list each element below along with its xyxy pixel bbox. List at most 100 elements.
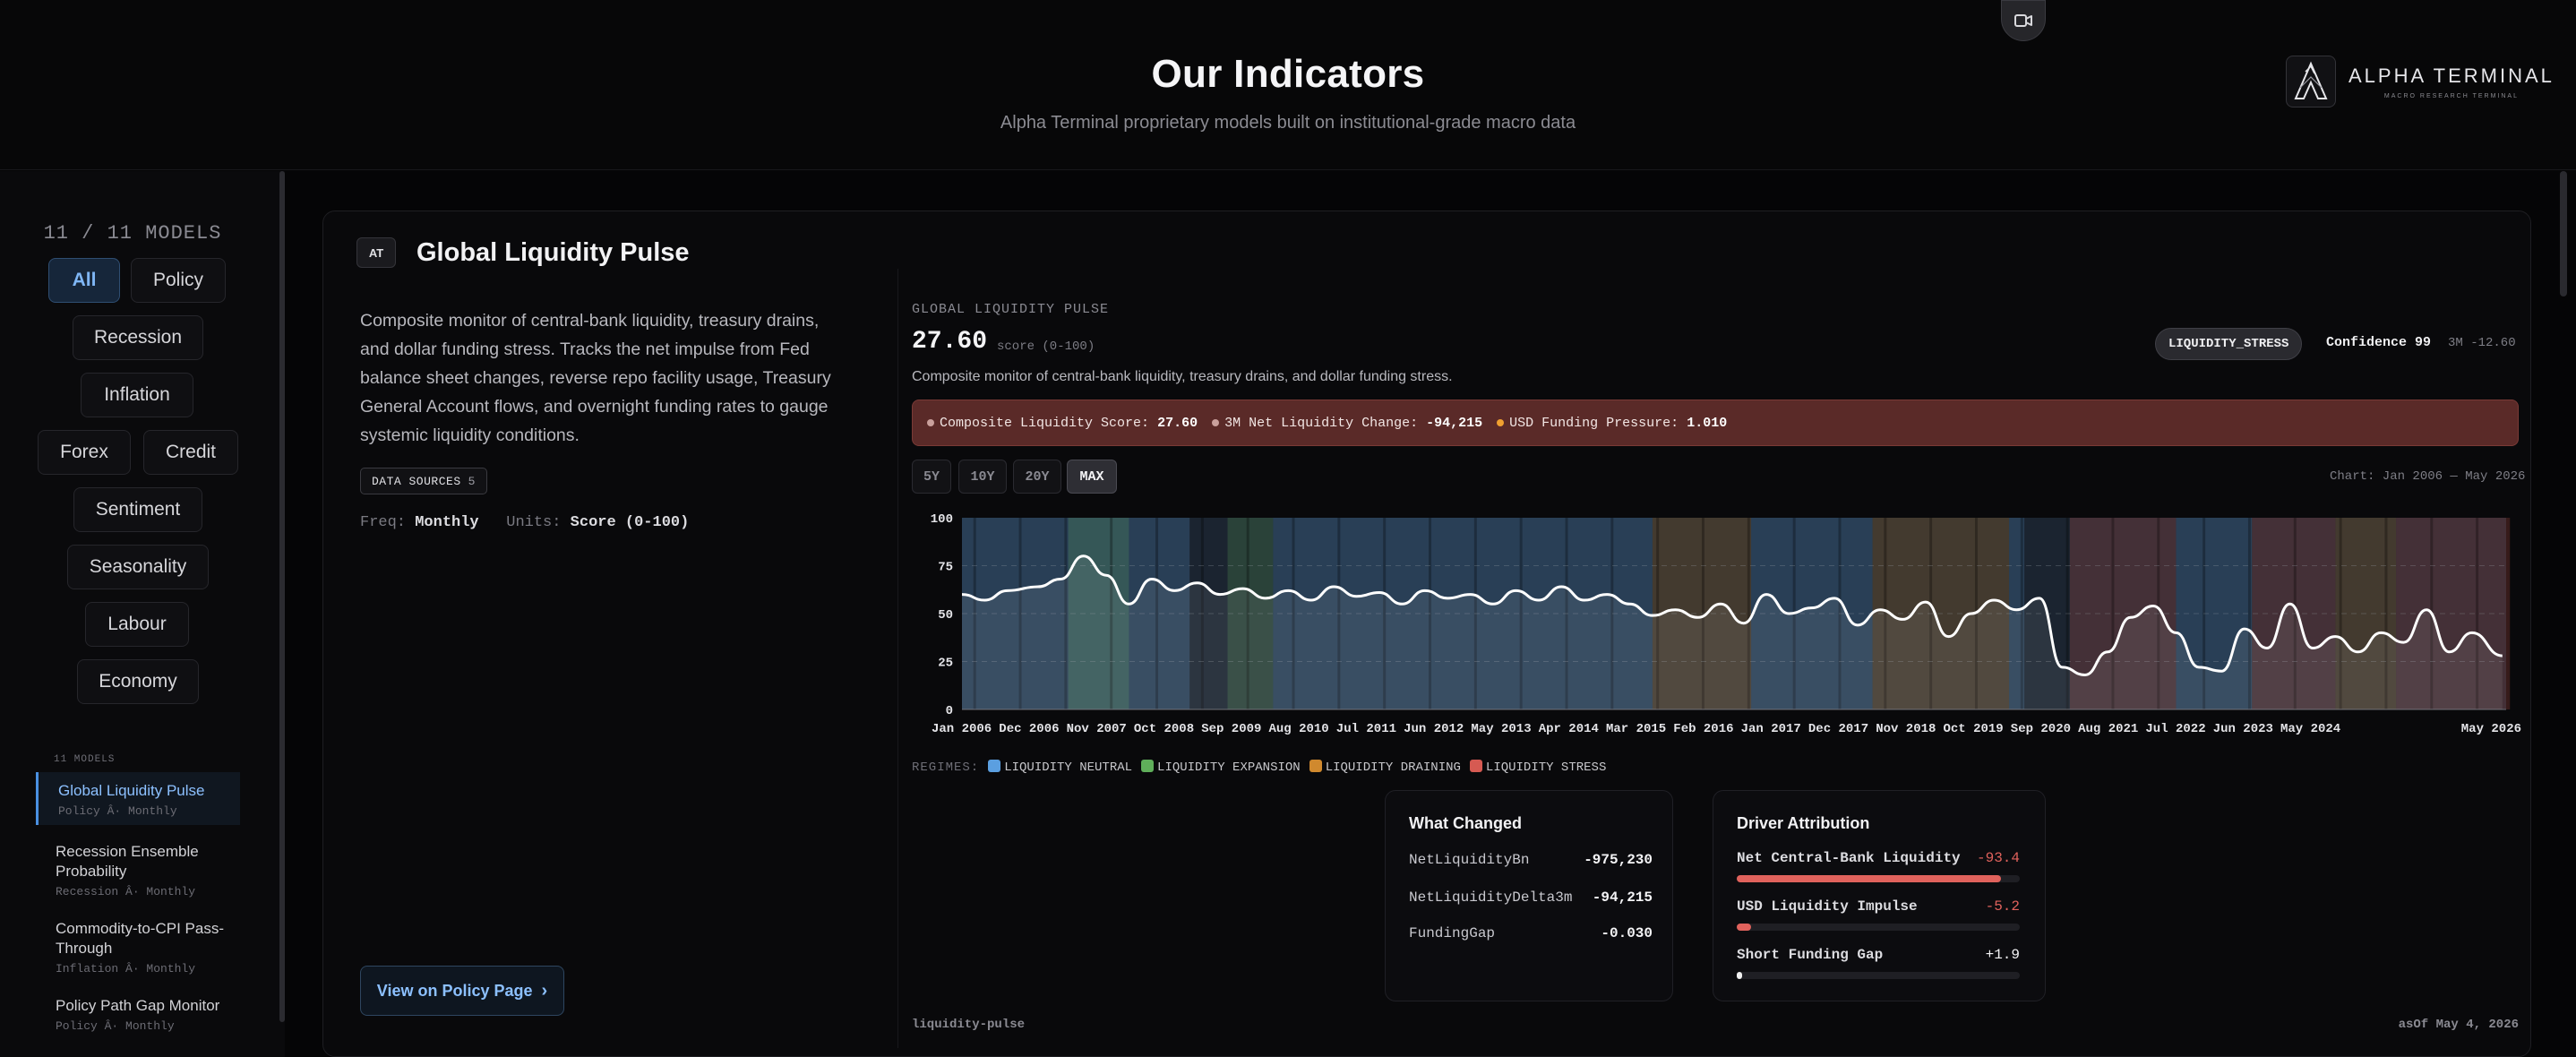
x-tick-label: Jul 2022 bbox=[2145, 722, 2205, 736]
regime-band bbox=[2009, 518, 2025, 709]
driver-bar-fill bbox=[1737, 972, 1743, 979]
stress-summary-bar: Composite Liquidity Score: 27.60 3M Net … bbox=[912, 400, 2519, 446]
video-camera-button[interactable] bbox=[2001, 0, 2046, 41]
delta-3m: 3M -12.60 bbox=[2448, 336, 2516, 350]
at-badge: AT bbox=[356, 237, 396, 268]
freq-value: Monthly bbox=[415, 514, 479, 531]
band-stripe bbox=[1747, 518, 1750, 709]
video-camera-icon bbox=[2014, 14, 2032, 27]
range-20y-button[interactable]: 20Y bbox=[1013, 460, 1061, 494]
model-name: Policy Path Gap Monitor bbox=[56, 997, 220, 1014]
filter-inflation-button[interactable]: Inflation bbox=[81, 373, 193, 417]
regime-band bbox=[1872, 518, 2010, 709]
band-stripe bbox=[2111, 518, 2115, 709]
filter-sentiment-button[interactable]: Sentiment bbox=[73, 487, 202, 532]
filter-credit-button[interactable]: Credit bbox=[143, 430, 238, 475]
panel-description: Composite monitor of central-bank liquid… bbox=[912, 369, 1453, 384]
data-sources-label: DATA SOURCES bbox=[372, 474, 461, 488]
x-tick-label: Sep 2020 bbox=[2011, 722, 2071, 736]
card-title: Global Liquidity Pulse bbox=[416, 238, 690, 267]
legend-item-expansion: LIQUIDITY EXPANSION bbox=[1141, 760, 1301, 775]
regime-band bbox=[2335, 518, 2397, 709]
what-changed-row: FundingGap -0.030 bbox=[1409, 925, 1653, 941]
y-tick-label: 0 bbox=[946, 704, 953, 718]
band-stripe bbox=[2384, 518, 2388, 709]
filter-policy-button[interactable]: Policy bbox=[131, 258, 226, 303]
filter-labour-button[interactable]: Labour bbox=[85, 602, 189, 647]
page-header: Our Indicators Alpha Terminal proprietar… bbox=[0, 0, 2576, 170]
driver-bar-fill bbox=[1737, 875, 2002, 882]
driver-row: Short Funding Gap +1.9 bbox=[1737, 947, 2020, 979]
model-item-policy-path-gap[interactable]: Policy Path Gap Monitor Policy Â· Monthl… bbox=[36, 987, 240, 1040]
stress-item: 3M Net Liquidity Change: -94,215 bbox=[1212, 416, 1482, 431]
main-scrollbar[interactable] bbox=[2560, 171, 2567, 296]
band-stripe bbox=[1200, 518, 1204, 709]
x-tick-label: Jul 2011 bbox=[1336, 722, 1396, 736]
band-stripe bbox=[1110, 518, 1113, 709]
x-tick-label: Jun 2023 bbox=[2213, 722, 2273, 736]
regime-band bbox=[1751, 518, 1873, 709]
legend-item-draining: LIQUIDITY DRAINING bbox=[1309, 760, 1461, 775]
liquidity-chart[interactable]: 0 25 50 75 100 Jan 2006 Dec 2006 Nov 2007 Oct 20… bbox=[912, 506, 2524, 743]
filter-all-button[interactable]: All bbox=[48, 258, 120, 303]
score-value: 27.60 bbox=[912, 328, 988, 356]
brand-tagline: MACRO RESEARCH TERMINAL bbox=[2383, 92, 2519, 99]
x-tick-label: May 2026 bbox=[2461, 722, 2521, 736]
units-value: Score (0-100) bbox=[570, 514, 690, 531]
band-stripe bbox=[2339, 518, 2342, 709]
regime-legend: REGIMES: LIQUIDITY NEUTRAL LIQUIDITY EXP… bbox=[912, 760, 1606, 775]
band-stripe bbox=[1610, 518, 1614, 709]
filter-economy-button[interactable]: Economy bbox=[77, 659, 199, 704]
band-stripe bbox=[1383, 518, 1387, 709]
range-10y-button[interactable]: 10Y bbox=[958, 460, 1007, 494]
driver-bar-fill bbox=[1737, 924, 1752, 931]
band-stripe bbox=[2202, 518, 2206, 709]
x-tick-label: May 2024 bbox=[2280, 722, 2340, 736]
what-changed-box: What Changed NetLiquidityBn -975,230 NetL… bbox=[1385, 790, 1673, 1001]
freq-label: Freq: bbox=[360, 514, 407, 531]
x-tick-label: Sep 2009 bbox=[1201, 722, 1261, 736]
score-unit: score (0-100) bbox=[997, 339, 1095, 354]
legend-item-neutral: LIQUIDITY NEUTRAL bbox=[988, 760, 1132, 775]
x-tick-label: May 2013 bbox=[1471, 722, 1531, 736]
model-item-commodity-cpi[interactable]: Commodity-to-CPI Pass-Through Inflation … bbox=[36, 910, 240, 983]
y-tick-label: 75 bbox=[938, 561, 953, 575]
chevron-right-icon: › bbox=[541, 980, 548, 1001]
band-stripe bbox=[1018, 518, 1022, 709]
what-changed-row: NetLiquidityDelta3m -94,215 bbox=[1409, 889, 1653, 906]
x-tick-label: Jan 2006 bbox=[932, 722, 992, 736]
page-title: Our Indicators bbox=[1151, 52, 1425, 96]
model-meta: Policy Â· Monthly bbox=[58, 804, 177, 818]
band-stripe bbox=[1337, 518, 1341, 709]
regime-band bbox=[1652, 518, 1752, 709]
chart-panel bbox=[897, 269, 2528, 1048]
band-stripe bbox=[2293, 518, 2297, 709]
brand[interactable]: ALPHA TERMINAL MACRO RESEARCH TERMINAL bbox=[2286, 56, 2555, 107]
models-section-label: 11 MODELS bbox=[54, 754, 116, 765]
range-5y-button[interactable]: 5Y bbox=[912, 460, 951, 494]
regime-band bbox=[2252, 518, 2336, 709]
view-policy-page-button[interactable]: View on Policy Page › bbox=[360, 966, 564, 1016]
band-stripe bbox=[1155, 518, 1159, 709]
range-max-button[interactable]: MAX bbox=[1067, 460, 1117, 494]
band-stripe bbox=[1701, 518, 1704, 709]
sidebar-scrollbar[interactable] bbox=[279, 171, 285, 1022]
model-item-recession-ensemble[interactable]: Recession Ensemble Probability Recession… bbox=[36, 833, 240, 906]
regime-band bbox=[2069, 518, 2177, 709]
model-name: Global Liquidity Pulse bbox=[58, 782, 205, 799]
band-stripe bbox=[1884, 518, 1887, 709]
panel-label: GLOBAL LIQUIDITY PULSE bbox=[912, 302, 1110, 317]
x-tick-label: Jan 2017 bbox=[1741, 722, 1801, 736]
filter-recession-button[interactable]: Recession bbox=[73, 315, 203, 360]
policy-button-label: View on Policy Page bbox=[376, 981, 533, 1000]
band-stripe bbox=[2157, 518, 2160, 709]
regime-band bbox=[1227, 518, 1274, 709]
filter-forex-button[interactable]: Forex bbox=[38, 430, 131, 475]
brand-logo-icon bbox=[2286, 56, 2336, 107]
band-stripe bbox=[2476, 518, 2479, 709]
model-item-global-liquidity-pulse[interactable]: Global Liquidity Pulse Policy Â· Monthly bbox=[36, 772, 240, 825]
stress-item: Composite Liquidity Score: 27.60 bbox=[927, 416, 1198, 431]
x-tick-label: Jun 2012 bbox=[1404, 722, 1464, 736]
data-sources-badge[interactable]: DATA SOURCES 5 bbox=[360, 468, 487, 494]
filter-seasonality-button[interactable]: Seasonality bbox=[67, 545, 209, 589]
